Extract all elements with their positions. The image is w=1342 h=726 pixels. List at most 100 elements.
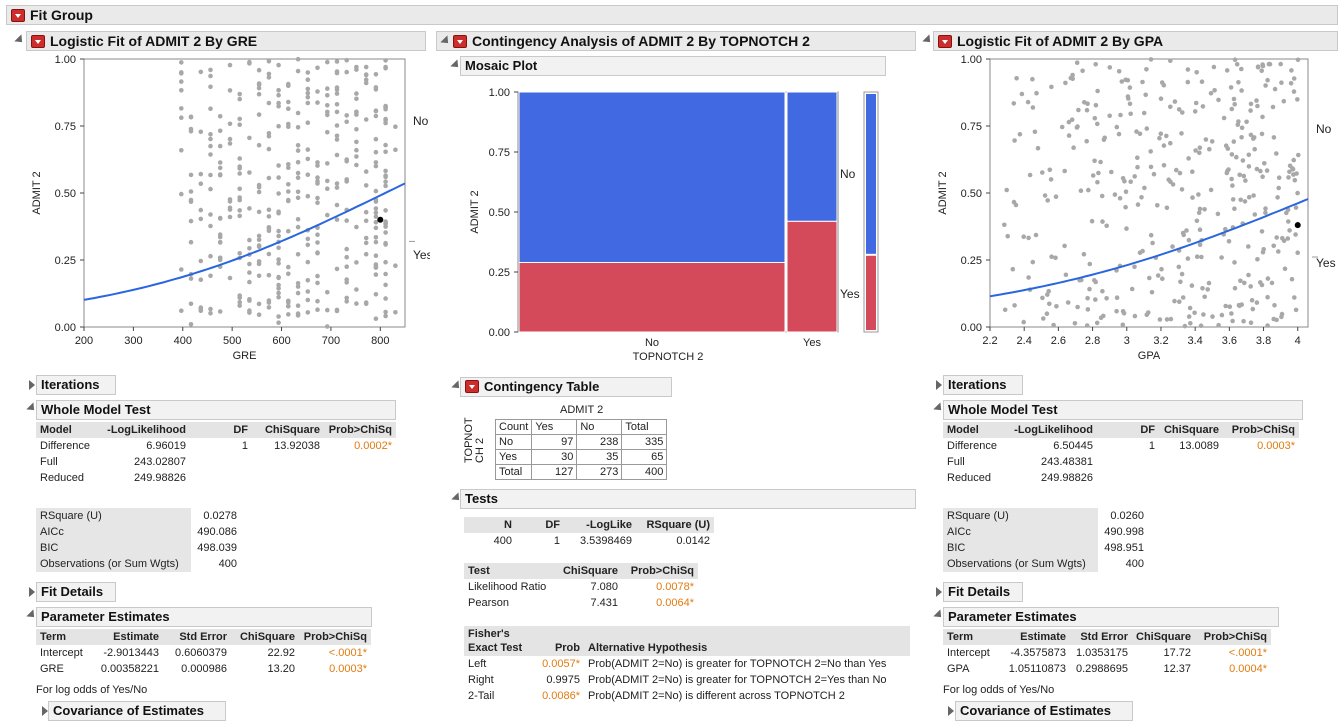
data-point: [393, 263, 398, 268]
gre-iterations-header[interactable]: Iterations: [36, 375, 116, 395]
data-point: [1085, 307, 1091, 312]
red-triangle-menu-icon[interactable]: [11, 9, 25, 22]
disclosure-closed-icon[interactable]: [29, 587, 35, 597]
data-point: [1254, 166, 1260, 172]
data-point: [1147, 275, 1152, 281]
column-header: ChiSquare: [231, 629, 299, 645]
data-point: [373, 149, 379, 155]
x-tick-label: 700: [322, 335, 340, 347]
gre-fit-details-header[interactable]: Fit Details: [36, 582, 116, 602]
data-point: [373, 85, 379, 90]
gre-parameter-estimates-header[interactable]: Parameter Estimates: [36, 607, 372, 627]
data-point: [383, 118, 388, 123]
selected-point: [1294, 222, 1301, 229]
red-triangle-menu-icon[interactable]: [453, 35, 467, 48]
data-point: [373, 272, 379, 277]
data-point: [1026, 275, 1031, 280]
data-point: [1021, 234, 1026, 239]
data-point: [1098, 159, 1103, 165]
data-point: [1248, 108, 1253, 113]
data-point: [373, 316, 379, 322]
gre-panel-header[interactable]: Logistic Fit of ADMIT 2 By GRE: [26, 31, 426, 51]
data-point: [1158, 96, 1164, 101]
data-point: [1082, 100, 1087, 105]
red-triangle-menu-icon[interactable]: [938, 35, 952, 48]
data-point: [363, 169, 369, 174]
data-point: [256, 82, 262, 88]
red-triangle-menu-icon[interactable]: [31, 35, 45, 48]
data-point: [266, 225, 272, 230]
data-point: [1127, 101, 1133, 107]
table-row: Difference 6.50445 1 13.0089 0.0003*: [947, 440, 1295, 452]
fit-group-header[interactable]: Fit Group: [6, 5, 1338, 25]
gpa-whole-model-test-header[interactable]: Whole Model Test: [943, 400, 1303, 420]
data-point: [286, 304, 291, 309]
data-point: [1259, 282, 1265, 288]
gpa-iterations-header[interactable]: Iterations: [943, 375, 1023, 395]
data-point: [1279, 80, 1284, 85]
data-point: [393, 310, 398, 315]
data-point: [1194, 218, 1200, 224]
data-point: [383, 66, 388, 71]
data-point: [363, 209, 369, 215]
column-header: Total: [621, 419, 668, 435]
mosaic-plot-header[interactable]: Mosaic Plot: [460, 56, 886, 76]
data-point: [1071, 145, 1076, 150]
data-point: [1291, 157, 1296, 163]
disclosure-closed-icon[interactable]: [29, 380, 35, 390]
data-point: [276, 92, 281, 98]
data-point: [305, 147, 311, 152]
data-point: [286, 189, 291, 194]
data-point: [315, 307, 320, 312]
disclosure-closed-icon[interactable]: [936, 587, 942, 597]
red-triangle-menu-icon[interactable]: [465, 380, 479, 393]
data-point: [1296, 152, 1301, 158]
data-point: [344, 119, 350, 125]
gre-whole-model-test-header[interactable]: Whole Model Test: [36, 400, 396, 420]
data-point: [276, 209, 281, 214]
data-point: [315, 181, 320, 186]
data-point: [1177, 170, 1183, 176]
data-point: [1289, 68, 1294, 73]
data-point: [1128, 111, 1133, 117]
disclosure-open-icon[interactable]: [922, 34, 934, 46]
gre-covariance-header[interactable]: Covariance of Estimates: [48, 701, 226, 721]
gpa-panel-header[interactable]: Logistic Fit of ADMIT 2 By GPA: [933, 31, 1338, 51]
data-point: [198, 258, 204, 264]
data-point: [247, 270, 252, 275]
disclosure-closed-icon[interactable]: [42, 706, 48, 716]
data-point: [1063, 80, 1068, 86]
disclosure-open-icon[interactable]: [14, 34, 26, 46]
table-row: Intercept -2.9013443 0.6060379 22.92 <.0001*: [40, 647, 367, 659]
gpa-covariance-header[interactable]: Covariance of Estimates: [955, 701, 1133, 721]
data-point: [1241, 318, 1246, 324]
data-point: [1198, 323, 1204, 329]
data-point: [1047, 301, 1052, 307]
gre-whole-model-table: Model -LogLikelihood DF ChiSquare Prob>ChiSq…: [36, 422, 396, 486]
contingency-table-header[interactable]: Contingency Table: [460, 377, 672, 397]
data-point: [334, 69, 340, 74]
data-point: [208, 172, 213, 178]
tests-header[interactable]: Tests: [460, 489, 916, 509]
data-point: [1295, 250, 1300, 255]
data-point: [1011, 199, 1017, 205]
data-point: [247, 206, 252, 211]
gpa-fit-details-header[interactable]: Fit Details: [943, 582, 1023, 602]
contingency-panel-header[interactable]: Contingency Analysis of ADMIT 2 By TOPNO…: [436, 31, 916, 51]
data-point: [1293, 232, 1298, 237]
table-row: GRE 0.00358221 0.000986 13.20 0.0003*: [40, 663, 367, 675]
disclosure-closed-icon[interactable]: [948, 706, 954, 716]
data-point: [266, 228, 272, 234]
data-point: [1021, 319, 1026, 325]
x-tick-label: 3: [1124, 335, 1130, 347]
category-label-yes: Yes: [840, 287, 860, 301]
table-row: GPA 1.05110873 0.2988695 12.37 0.0004*: [947, 663, 1268, 675]
data-point: [1010, 266, 1016, 272]
data-point: [354, 154, 359, 159]
table-row: RSquare (U) 0.0260: [943, 508, 1148, 524]
data-point: [1197, 150, 1202, 156]
data-point: [198, 216, 204, 222]
data-point: [1199, 79, 1205, 84]
gpa-parameter-estimates-header[interactable]: Parameter Estimates: [943, 607, 1279, 627]
disclosure-closed-icon[interactable]: [936, 380, 942, 390]
